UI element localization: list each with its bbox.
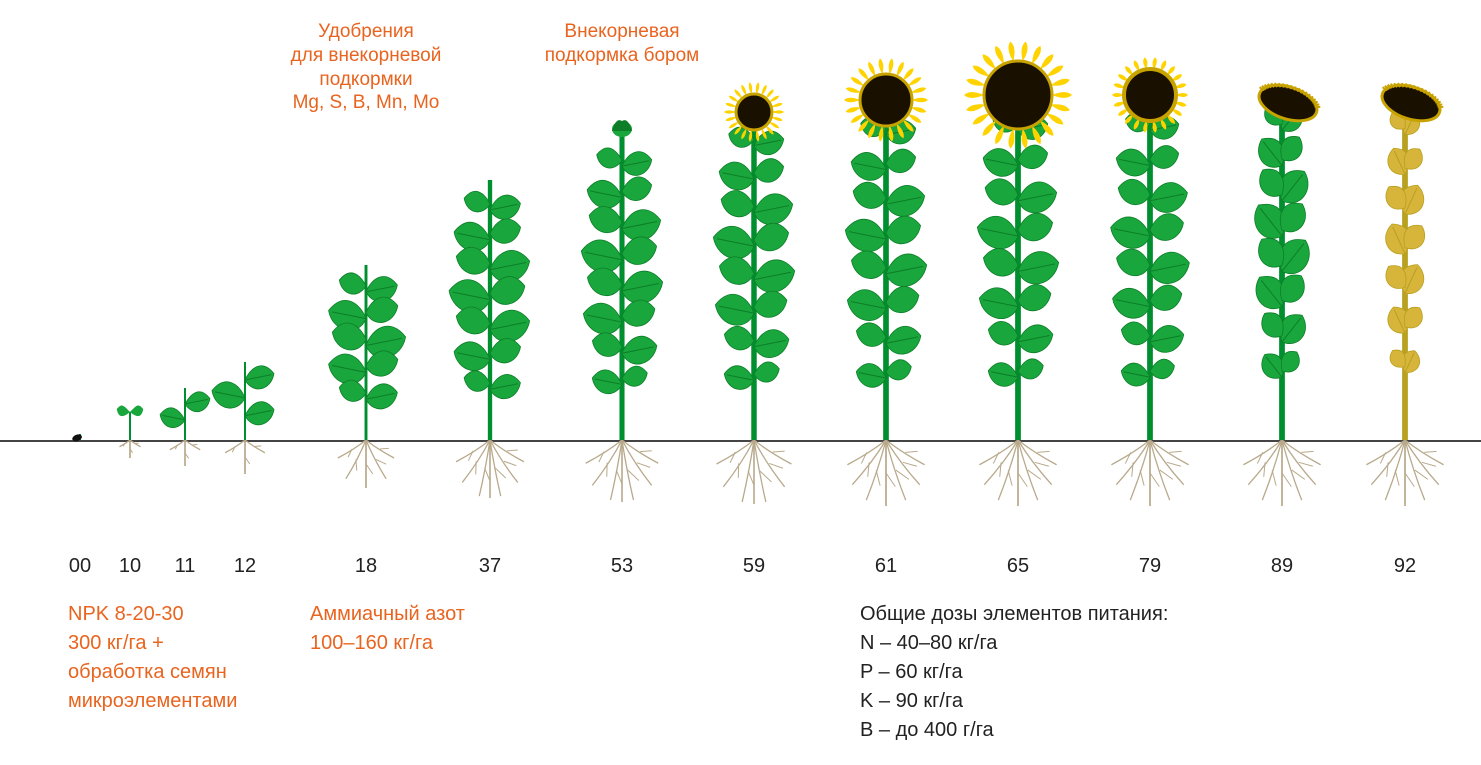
bottom-text-2: Общие дозы элементов питания:N – 40–80 к…	[860, 600, 1168, 745]
stage-code-65: 65	[1007, 555, 1029, 578]
plant-stage-61	[811, 46, 961, 512]
plant-stage-79	[1075, 51, 1225, 512]
plant-stage-92	[1330, 51, 1480, 512]
stage-code-11: 11	[175, 555, 196, 578]
stage-code-37: 37	[479, 555, 501, 578]
plant-stage-53	[547, 107, 697, 508]
top-label-1: Внекорневаяподкормка бором	[512, 20, 732, 68]
stage-code-53: 53	[611, 555, 633, 578]
stage-code-00: 00	[69, 555, 91, 578]
stage-code-12: 12	[234, 555, 256, 578]
stage-code-79: 79	[1139, 555, 1161, 578]
diagram-container: Удобрениядля внекорневойподкормкиMg, S, …	[0, 0, 1481, 765]
bottom-text-0: NPK 8-20-30300 кг/га +обработка семянмик…	[68, 600, 237, 716]
stage-code-10: 10	[119, 555, 141, 578]
stage-code-92: 92	[1394, 555, 1416, 578]
plant-stage-37	[415, 168, 565, 504]
bottom-text-1: Аммиачный азот100–160 кг/га	[310, 600, 465, 658]
plant-stage-59	[679, 68, 829, 510]
stage-code-59: 59	[743, 555, 765, 578]
plant-stage-65	[943, 31, 1093, 512]
stage-code-61: 61	[875, 555, 897, 578]
top-label-0: Удобрениядля внекорневойподкормкиMg, S, …	[256, 20, 476, 115]
stage-code-18: 18	[355, 555, 377, 578]
stage-code-89: 89	[1271, 555, 1293, 578]
